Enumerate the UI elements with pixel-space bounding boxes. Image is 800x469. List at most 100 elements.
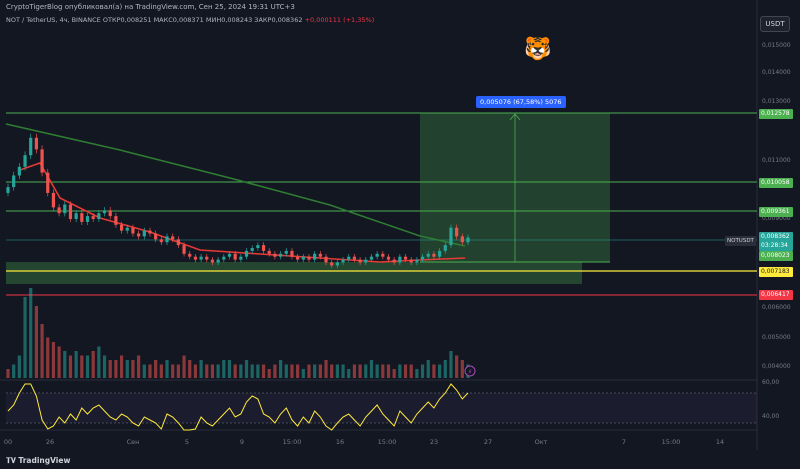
- volume-bar: [335, 364, 339, 378]
- volume-bar: [381, 364, 385, 378]
- volume-bar: [239, 364, 243, 378]
- volume-bar: [415, 369, 419, 378]
- volume-bar: [142, 364, 146, 378]
- candle-body: [296, 256, 300, 260]
- volume-bar: [205, 364, 209, 378]
- candle-body: [273, 253, 277, 257]
- candle-body: [142, 230, 146, 237]
- volume-bar: [6, 369, 10, 378]
- y-tick-label: 0,014000: [762, 69, 791, 76]
- volume-bar: [125, 360, 129, 378]
- candle-body: [364, 259, 368, 263]
- volume-bar: [420, 364, 425, 378]
- volume-bar: [171, 364, 175, 378]
- candle-body: [57, 207, 61, 214]
- volume-bar: [296, 364, 300, 378]
- candle-body: [159, 239, 163, 243]
- candle-body: [17, 166, 21, 176]
- rsi-tick-label: 60,00: [762, 379, 779, 386]
- candle-body: [244, 250, 249, 257]
- volume-bar: [97, 346, 101, 378]
- symbol-name[interactable]: NOT / TetherUS, 4ч, BINANCE: [6, 16, 101, 24]
- candle-body: [398, 256, 402, 263]
- price-level-tag: 0,008362: [759, 232, 793, 242]
- x-tick-label: 5: [185, 438, 189, 446]
- candle-body: [330, 262, 334, 266]
- volume-bar: [108, 360, 112, 378]
- candle-body: [449, 227, 453, 246]
- candle-body: [222, 256, 226, 260]
- volume-bar: [284, 364, 288, 378]
- symbol-price-tag: NOTUSDT: [725, 236, 756, 246]
- candle-body: [403, 256, 408, 260]
- candle-body: [63, 204, 67, 214]
- volume-bar: [131, 360, 135, 378]
- volume-bar: [114, 360, 118, 378]
- publisher-line: CryptoTigerBlog опубликовал(а) на Tradin…: [6, 3, 295, 11]
- volume-bar: [165, 360, 169, 378]
- candle-body: [80, 213, 84, 222]
- candle-body: [165, 236, 169, 243]
- price-level-tag: 0,007183: [759, 267, 793, 277]
- volume-bar: [137, 355, 141, 378]
- x-tick-label: 16: [336, 438, 344, 446]
- volume-bar: [51, 342, 56, 378]
- candle-body: [40, 149, 44, 173]
- volume-bar: [438, 364, 442, 378]
- volume-bar: [369, 360, 374, 378]
- candle-body: [29, 137, 33, 156]
- candle-body: [301, 256, 305, 260]
- ma-red-line: [19, 162, 466, 263]
- candle-body: [148, 230, 152, 234]
- volume-bar: [392, 369, 396, 378]
- position-target-label: 0,005076 (67,58%) 5076: [476, 96, 566, 108]
- volume-bar: [290, 364, 294, 378]
- candle-body: [97, 213, 101, 219]
- volume-bar: [40, 324, 44, 378]
- volume-bar: [80, 355, 84, 378]
- candle-body: [318, 253, 322, 257]
- volume-bar: [63, 351, 67, 378]
- x-tick-label: 23: [430, 438, 438, 446]
- candle-body: [108, 210, 112, 217]
- volume-bar: [273, 364, 277, 378]
- volume-bar: [227, 360, 232, 378]
- x-tick-label: 15:00: [283, 438, 302, 446]
- candle-body: [102, 210, 107, 214]
- volume-bar: [330, 364, 334, 378]
- candle-body: [415, 259, 419, 263]
- currency-button[interactable]: USDT: [760, 16, 790, 32]
- x-tick-label: 7: [622, 438, 626, 446]
- volume-bar: [57, 346, 61, 378]
- volume-bar: [154, 360, 158, 378]
- candle-body: [74, 213, 78, 219]
- volume-bar: [148, 364, 152, 378]
- x-tick-label: 14: [716, 438, 724, 446]
- candle-body: [91, 216, 95, 219]
- volume-bar: [364, 364, 368, 378]
- price-level-tag: 03:28:34: [759, 241, 793, 251]
- y-tick-label: 0,005000: [762, 334, 791, 341]
- volume-bar: [119, 355, 124, 378]
- rsi-tick-label: 40,00: [762, 413, 779, 420]
- candle-body: [154, 233, 158, 240]
- volume-bar: [188, 360, 192, 378]
- price-level-tag: 0,012578: [759, 109, 793, 119]
- ma-green-line: [5, 123, 466, 247]
- volume-bar: [455, 355, 459, 378]
- candle-body: [131, 227, 135, 234]
- candle-body: [210, 259, 215, 263]
- tradingview-logo: 𝐓𝐕 TradingView: [6, 456, 71, 465]
- price-change: +0,000111 (+1,35%): [304, 16, 375, 24]
- candle-body: [438, 250, 442, 257]
- candle-body: [358, 259, 362, 263]
- candle-body: [386, 256, 391, 260]
- volume-bar: [85, 355, 90, 378]
- entry-zone: [6, 262, 582, 284]
- volume-bar: [398, 364, 402, 378]
- candle-body: [46, 172, 50, 193]
- volume-bar: [34, 306, 38, 378]
- candle-body: [341, 259, 345, 263]
- rsi-band: [6, 393, 757, 423]
